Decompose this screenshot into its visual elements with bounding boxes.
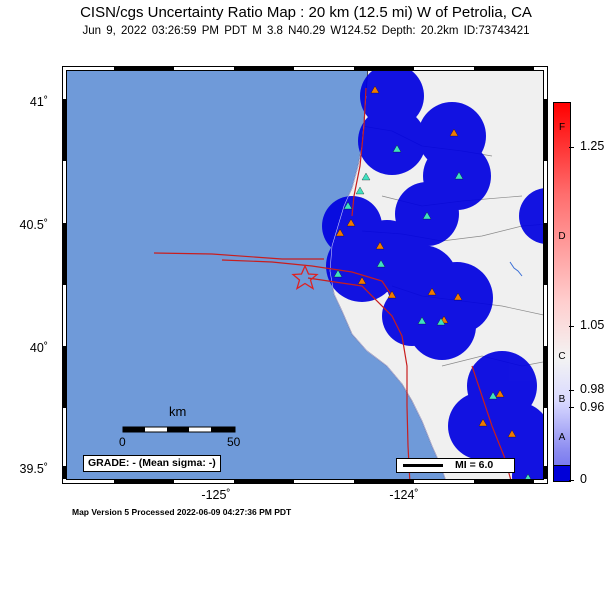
mi-legend: MI = 6.0	[396, 458, 515, 473]
uncertainty-coverage	[322, 71, 543, 479]
colorbar-letter-b: B	[558, 394, 566, 405]
colorbar-value-1-25: 1.25	[580, 139, 605, 153]
stations-cyan	[333, 144, 532, 479]
lon-label-125: -125˚	[201, 488, 231, 502]
colorbar-letter-a: A	[558, 432, 566, 443]
colorbar-tick	[569, 390, 574, 391]
epicenter-star	[291, 264, 319, 290]
scale-bar-max: 50	[227, 435, 241, 449]
colorbar-tick	[569, 147, 574, 148]
mi-legend-label: MI = 6.0	[455, 459, 494, 471]
map-version-footer: Map Version 5 Processed 2022-06-09 04:27…	[72, 507, 292, 517]
mi-legend-line	[403, 464, 443, 467]
colorbar-zero-swatch	[553, 465, 571, 482]
map-title: CISN/cgs Uncertainty Ratio Map : 20 km (…	[80, 4, 532, 21]
scale-bar-unit: km	[169, 404, 187, 419]
lat-label-40: 40˚	[29, 341, 48, 355]
map-frame-border	[62, 66, 548, 484]
colorbar-tick	[569, 480, 574, 481]
colorbar-letter-d: D	[558, 231, 566, 242]
colorbar-tick	[569, 326, 574, 327]
scale-bar-min: 0	[119, 435, 126, 449]
colorbar-letter-f: F	[558, 122, 566, 133]
coastline	[329, 95, 446, 479]
event-subtitle: Jun 9, 2022 03:26:59 PM PDT M 3.8 N40.29…	[82, 25, 530, 37]
colorbar-value-0-98: 0.98	[580, 382, 605, 396]
lake	[509, 261, 523, 277]
colorbar-value-1-05: 1.05	[580, 318, 605, 332]
scale-bar: km 0 50	[117, 404, 251, 449]
colorbar-tick	[569, 407, 574, 408]
uncertainty-map	[62, 66, 548, 484]
colorbar-letter-c: C	[558, 351, 566, 362]
lon-label-124: -124˚	[389, 488, 419, 502]
scale-bar-graphic	[122, 426, 236, 433]
lat-label-41: 41˚	[29, 95, 48, 109]
faults	[153, 87, 512, 479]
colorbar	[553, 102, 571, 468]
lat-label-39-5: 39.5˚	[19, 462, 49, 476]
colorbar-value-0: 0	[580, 472, 587, 486]
grade-label: GRADE: - (Mean sigma: -)	[83, 455, 221, 472]
colorbar-value-0-96: 0.96	[580, 400, 605, 414]
lat-label-40-5: 40.5˚	[19, 218, 49, 232]
